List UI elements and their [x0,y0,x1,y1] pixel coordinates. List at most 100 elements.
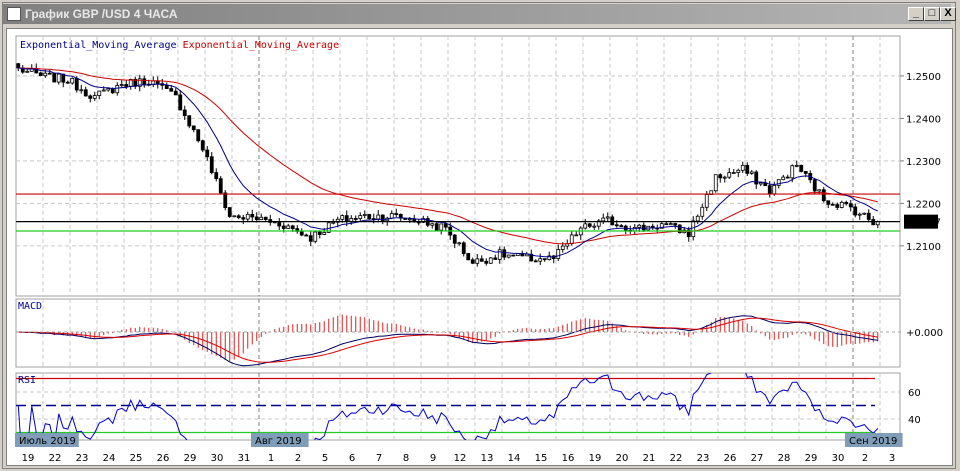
candle-body-bull [358,215,363,219]
candle-body-bear [367,214,372,220]
candle-body-bull [790,165,795,179]
rsi-line [17,373,879,440]
rsi-tick-label: 40 [908,415,921,426]
candle [38,71,43,77]
maximize-button[interactable]: □ [924,7,940,21]
candle-body-bull [313,231,318,242]
candle-body-bear [308,235,313,242]
candle-body-bull [592,225,597,228]
candle [848,200,853,212]
candle-body-bull [137,78,142,87]
candle-body-bear [812,179,817,192]
macd-signal-line [18,317,878,363]
candle-body-bear [466,253,471,261]
date-label: 28 [778,453,791,464]
candle-body-bear [493,257,498,260]
candle [79,84,84,94]
candle [844,200,849,206]
candle-body-bear [470,259,475,264]
close-button[interactable]: X [940,7,956,21]
candle-body-bear [529,253,534,262]
candle-body-bull [862,212,867,215]
date-label: 13 [481,453,494,464]
date-label: 15 [535,453,548,464]
minimize-button[interactable]: _ [908,7,924,21]
candle [583,219,588,230]
candle [839,200,844,209]
candle-body-bear [178,94,183,111]
candle [232,215,237,218]
candle-body-bull [245,213,250,220]
candle [200,139,205,153]
candle-body-bull [704,194,709,208]
candle-body-bear [610,216,615,226]
candle-body-bull [70,78,75,84]
candle [821,186,826,203]
candle-body-bear [461,242,466,254]
title-bar[interactable]: График GBP /USD 4 ЧАСА _ □ X [3,4,956,24]
date-label: 30 [211,453,224,464]
date-label: 9 [430,453,436,464]
candle-body-bear [380,214,385,222]
candle-body-bull [506,254,511,258]
candle-body-bull [97,90,102,96]
candle-body-bull [488,257,493,264]
candle [506,254,511,259]
candle [191,125,196,133]
date-label: 31 [238,453,251,464]
candle-body-bear [110,88,115,94]
price-tick-label: 1.2500 [906,72,941,83]
candle [677,224,682,234]
candle [106,87,111,92]
date-label: 12 [454,453,467,464]
candle [56,73,61,85]
date-label: 16 [562,453,575,464]
candle-body-bear [664,223,669,226]
month-label: Сен 2019 [849,436,897,447]
candle-body-bear [686,229,691,238]
candle-body-bear [718,174,723,179]
candle [731,169,736,174]
candle-body-bear [353,218,358,220]
candle [187,115,192,129]
candle [668,222,673,226]
date-label: 29 [184,453,197,464]
candle [713,174,718,193]
candle [196,129,201,143]
candle-body-bear [853,206,858,216]
candle-body-bull [637,224,642,228]
candle-body-bull [286,225,291,229]
current-price-badge [904,214,938,229]
candle [92,91,97,101]
indicator-legend: Exponential_Moving_Average Exponential_M… [20,40,339,51]
candle [362,210,367,219]
candle-body-bull [740,164,745,171]
candle [785,174,790,179]
candle [236,214,241,220]
candle-body-bull [794,164,799,167]
candle [457,241,462,246]
candle [250,209,255,222]
candle-body-bull [556,249,561,259]
date-label: 5 [322,453,328,464]
candle-body-bull [497,249,502,260]
date-label: 30 [832,453,845,464]
candle-body-bear [511,254,516,257]
candle-body-bear [799,164,804,172]
candle [556,244,561,262]
macd-panel [15,298,901,368]
candle-body-bull [727,172,732,178]
candle-body-bull [43,72,48,77]
candle-body-bull [421,218,426,223]
candle-body-bear [290,225,295,230]
candle [538,253,543,266]
candle [695,214,700,225]
candle-body-bear [209,156,214,173]
candle [268,214,273,226]
candle-body-bear [187,115,192,127]
candle [205,146,210,161]
price-tick-label: 1.2400 [906,114,941,125]
candle-body-bull [322,232,327,235]
date-label: 22 [670,453,683,464]
